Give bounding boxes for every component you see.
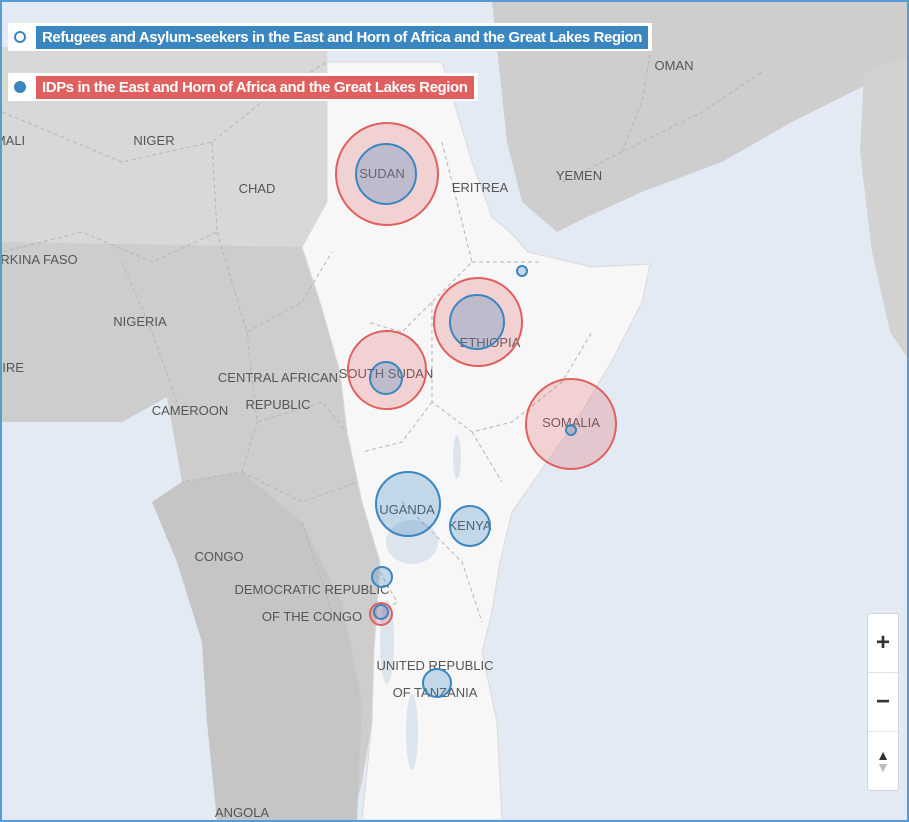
label-ethiopia: ETHIOPIA: [460, 335, 521, 350]
refugee-bubble-sudan[interactable]: [355, 143, 417, 205]
idp-bubble-south-sudan[interactable]: [347, 330, 427, 410]
label-drc-line1: DEMOCRATIC REPUBLIC: [234, 582, 389, 597]
land-madagascar-edge: [860, 57, 907, 357]
gulf-of-aden: [527, 202, 652, 267]
refugees-legend-marker: [14, 31, 26, 43]
refugee-bubble-somalia[interactable]: [565, 424, 577, 436]
land-gabon-congo: [152, 472, 362, 820]
label-uganda: UGANDA: [379, 502, 435, 517]
label-somalia: SOMALIA: [542, 415, 600, 430]
label-burkina-faso: BURKINA FASO: [2, 252, 78, 267]
label-angola: ANGOLA: [215, 805, 270, 820]
label-mali: MALI: [2, 133, 25, 148]
label-yemen: YEMEN: [556, 168, 602, 183]
refugee-bubble-burundi[interactable]: [373, 604, 389, 620]
label-cote-divoire: D'IVOIRE: [2, 360, 24, 375]
reset-north-button[interactable]: ▲ ▲: [868, 731, 898, 790]
land-arabia: [492, 2, 907, 232]
label-sudan: SUDAN: [359, 166, 405, 181]
label-niger: NIGER: [133, 133, 174, 148]
label-tanzania-line1: UNITED REPUBLIC: [376, 658, 493, 673]
refugee-bubble-uganda[interactable]: [375, 471, 441, 537]
label-nigeria: NIGERIA: [113, 314, 167, 329]
zoom-out-button[interactable]: −: [868, 672, 898, 731]
refugee-bubble-south-sudan[interactable]: [369, 361, 403, 395]
label-tanzania-line2: OF TANZANIA: [393, 685, 478, 700]
lake-malawi: [406, 694, 418, 770]
south-arrow-icon: ▲: [876, 761, 890, 777]
atlantic-coast: [2, 502, 217, 820]
legend-item-idps[interactable]: IDPs in the East and Horn of Africa and …: [8, 73, 478, 101]
label-chad: CHAD: [239, 181, 276, 196]
gulf-of-guinea: [2, 397, 182, 502]
country-borders: [2, 41, 763, 623]
idp-bubble-sudan[interactable]: [335, 122, 439, 226]
refugees-legend-label: Refugees and Asylum-seekers in the East …: [36, 25, 649, 49]
zoom-control: + − ▲ ▲: [867, 613, 899, 791]
label-south-sudan: SOUTH SUDAN: [339, 366, 434, 381]
refugee-bubble-ethiopia[interactable]: [449, 294, 505, 350]
north-arrow-icon: ▲: [876, 747, 890, 763]
label-car-line2: REPUBLIC: [245, 397, 310, 412]
label-congo: CONGO: [194, 549, 243, 564]
label-eritrea: ERITREA: [452, 180, 509, 195]
label-drc-line2: OF THE CONGO: [262, 609, 362, 624]
land-west-africa-bulge: [2, 242, 167, 422]
refugee-bubble-djibouti[interactable]: [516, 265, 528, 277]
label-kenya: KENYA: [448, 518, 491, 533]
label-cameroon: CAMEROON: [152, 403, 229, 418]
refugee-bubble-kenya[interactable]: [449, 505, 491, 547]
label-oman: OMAN: [655, 58, 694, 73]
legend-item-refugees[interactable]: Refugees and Asylum-seekers in the East …: [8, 23, 653, 51]
lake-turkana: [453, 435, 461, 479]
idp-bubble-ethiopia[interactable]: [433, 277, 523, 367]
refugee-bubble-rwanda[interactable]: [371, 566, 393, 588]
zoom-in-button[interactable]: +: [875, 629, 890, 656]
idps-legend-marker: [14, 81, 26, 93]
idps-legend-label: IDPs in the East and Horn of Africa and …: [36, 75, 474, 99]
refugee-bubble-tanzania[interactable]: [422, 668, 452, 698]
label-car-line1: CENTRAL AFRICAN: [218, 370, 338, 385]
